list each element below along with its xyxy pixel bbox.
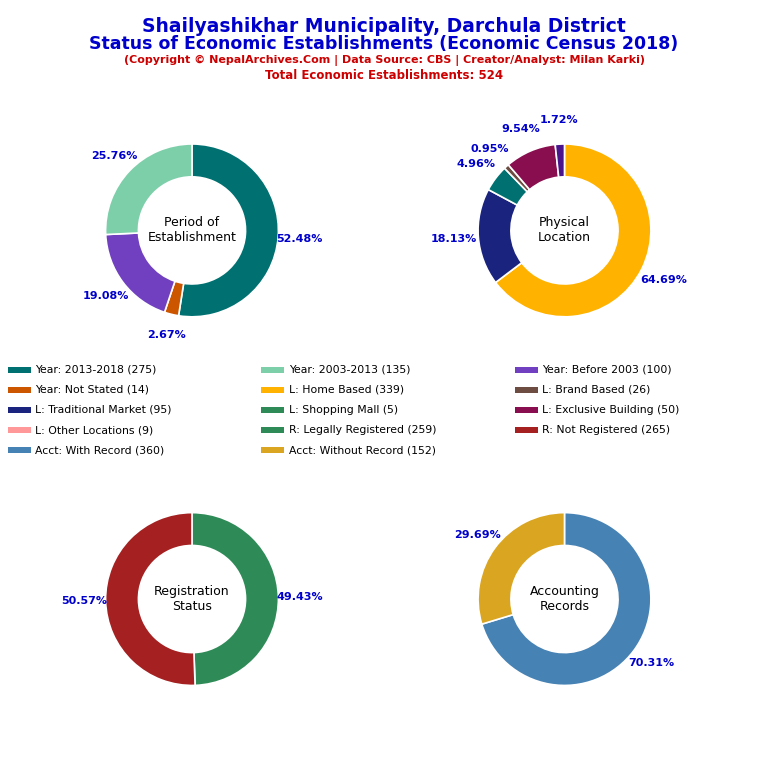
Wedge shape (505, 165, 530, 192)
Text: 19.08%: 19.08% (83, 290, 129, 300)
Wedge shape (478, 190, 521, 283)
Text: 64.69%: 64.69% (640, 275, 687, 285)
FancyBboxPatch shape (8, 447, 31, 453)
FancyBboxPatch shape (8, 427, 31, 433)
Text: L: Other Locations (9): L: Other Locations (9) (35, 425, 154, 435)
Text: Status of Economic Establishments (Economic Census 2018): Status of Economic Establishments (Econo… (89, 35, 679, 52)
Text: 50.57%: 50.57% (61, 596, 107, 606)
Text: L: Exclusive Building (50): L: Exclusive Building (50) (542, 405, 680, 415)
Wedge shape (478, 513, 564, 624)
Text: Period of
Establishment: Period of Establishment (147, 217, 237, 244)
FancyBboxPatch shape (8, 367, 31, 373)
Text: 1.72%: 1.72% (539, 115, 578, 125)
Wedge shape (488, 168, 528, 205)
FancyBboxPatch shape (515, 367, 538, 373)
Text: 29.69%: 29.69% (455, 530, 501, 540)
Text: 25.76%: 25.76% (91, 151, 137, 161)
Wedge shape (106, 233, 175, 313)
FancyBboxPatch shape (261, 407, 284, 413)
Text: 4.96%: 4.96% (457, 159, 496, 169)
Text: L: Home Based (339): L: Home Based (339) (289, 385, 404, 395)
Wedge shape (164, 281, 184, 316)
FancyBboxPatch shape (261, 447, 284, 453)
Text: R: Not Registered (265): R: Not Registered (265) (542, 425, 670, 435)
Text: Year: Before 2003 (100): Year: Before 2003 (100) (542, 365, 672, 375)
Text: Acct: Without Record (152): Acct: Without Record (152) (289, 445, 435, 455)
Wedge shape (495, 144, 650, 316)
FancyBboxPatch shape (515, 387, 538, 393)
Wedge shape (555, 144, 564, 177)
Text: 18.13%: 18.13% (431, 234, 478, 244)
Wedge shape (106, 144, 192, 234)
Text: L: Traditional Market (95): L: Traditional Market (95) (35, 405, 171, 415)
Text: Year: 2003-2013 (135): Year: 2003-2013 (135) (289, 365, 410, 375)
Wedge shape (179, 144, 278, 316)
Wedge shape (508, 144, 558, 190)
Text: Accounting
Records: Accounting Records (530, 585, 599, 613)
Text: Year: Not Stated (14): Year: Not Stated (14) (35, 385, 149, 395)
Text: Physical
Location: Physical Location (538, 217, 591, 244)
Text: Registration
Status: Registration Status (154, 585, 230, 613)
Text: Shailyashikhar Municipality, Darchula District: Shailyashikhar Municipality, Darchula Di… (142, 17, 626, 36)
Text: L: Brand Based (26): L: Brand Based (26) (542, 385, 650, 395)
Text: 9.54%: 9.54% (502, 124, 540, 134)
Text: 70.31%: 70.31% (628, 658, 674, 668)
Text: 0.95%: 0.95% (471, 144, 509, 154)
Text: 52.48%: 52.48% (276, 233, 323, 243)
Text: R: Legally Registered (259): R: Legally Registered (259) (289, 425, 436, 435)
Text: 49.43%: 49.43% (276, 592, 323, 602)
Wedge shape (106, 513, 195, 685)
FancyBboxPatch shape (261, 427, 284, 433)
Text: 2.67%: 2.67% (147, 330, 186, 340)
Text: L: Shopping Mall (5): L: Shopping Mall (5) (289, 405, 398, 415)
Text: (Copyright © NepalArchives.Com | Data Source: CBS | Creator/Analyst: Milan Karki: (Copyright © NepalArchives.Com | Data So… (124, 55, 644, 66)
FancyBboxPatch shape (261, 367, 284, 373)
FancyBboxPatch shape (8, 407, 31, 413)
Text: Year: 2013-2018 (275): Year: 2013-2018 (275) (35, 365, 157, 375)
FancyBboxPatch shape (515, 407, 538, 413)
Wedge shape (482, 513, 650, 685)
Wedge shape (192, 513, 278, 685)
FancyBboxPatch shape (8, 387, 31, 393)
FancyBboxPatch shape (261, 387, 284, 393)
FancyBboxPatch shape (515, 427, 538, 433)
Text: Acct: With Record (360): Acct: With Record (360) (35, 445, 164, 455)
Text: Total Economic Establishments: 524: Total Economic Establishments: 524 (265, 69, 503, 82)
